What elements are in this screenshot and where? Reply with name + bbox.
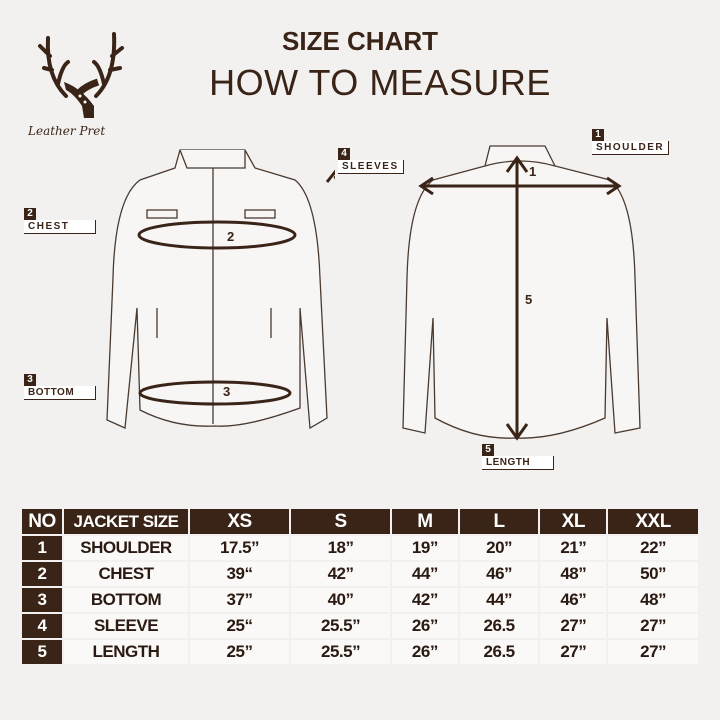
table-row: 3 BOTTOM 37” 40” 42” 44” 46” 48”: [22, 588, 698, 612]
brand-name: Leather Pret: [28, 124, 106, 138]
header-xl: XL: [540, 509, 607, 534]
label-text: SHOULDER: [592, 141, 670, 155]
size-value-cell: 42”: [392, 588, 458, 612]
row-measurement: SLEEVE: [64, 614, 188, 638]
size-value-cell: 26.5: [459, 614, 539, 638]
table-row: 1 SHOULDER 17.5” 18” 19” 20” 21” 22”: [22, 536, 698, 560]
size-value-cell: 25“: [190, 614, 290, 638]
marker-2: 2: [227, 229, 234, 244]
size-value-cell: 37”: [190, 588, 290, 612]
size-value-cell: 25.5”: [291, 640, 391, 664]
label-number: 5: [482, 444, 494, 456]
size-value-cell: 25”: [190, 640, 290, 664]
size-value-cell: 26”: [392, 614, 458, 638]
label-number: 2: [24, 208, 36, 220]
label-number: 3: [24, 374, 36, 386]
table-header-row: NO JACKET SIZE XS S M L XL XXL: [22, 509, 698, 534]
size-value-cell: 27”: [540, 614, 607, 638]
label-chest: 2 CHEST: [24, 208, 96, 234]
label-sleeves: 4 SLEEVES: [338, 148, 404, 174]
size-value-cell: 22”: [608, 536, 698, 560]
size-value-cell: 44”: [392, 562, 458, 586]
label-number: 1: [592, 129, 604, 141]
size-value-cell: 25.5”: [291, 614, 391, 638]
label-text: CHEST: [24, 220, 96, 234]
label-text: BOTTOM: [24, 386, 96, 400]
row-measurement: SHOULDER: [64, 536, 188, 560]
size-value-cell: 42”: [291, 562, 391, 586]
size-value-cell: 18”: [291, 536, 391, 560]
deer-logo-icon: [38, 32, 124, 118]
page-title: SIZE CHART: [282, 26, 438, 56]
size-value-cell: 26”: [392, 640, 458, 664]
row-number: 4: [22, 614, 62, 638]
size-value-cell: 27”: [608, 640, 698, 664]
row-number: 1: [22, 536, 62, 560]
header-l: L: [459, 509, 539, 534]
jacket-front-illustration: 2 3 4: [106, 149, 335, 430]
marker-5: 5: [525, 292, 532, 307]
size-value-cell: 19”: [392, 536, 458, 560]
size-value-cell: 21”: [540, 536, 607, 560]
row-number: 2: [22, 562, 62, 586]
size-value-cell: 48”: [540, 562, 607, 586]
marker-1: 1: [529, 164, 536, 179]
row-measurement: LENGTH: [64, 640, 188, 664]
page-subtitle: HOW TO MEASURE: [209, 62, 551, 103]
label-bottom: 3 BOTTOM: [24, 374, 96, 400]
size-value-cell: 27”: [540, 640, 607, 664]
row-number: 3: [22, 588, 62, 612]
label-shoulder: 1 SHOULDER: [592, 129, 670, 155]
size-value-cell: 17.5”: [190, 536, 290, 560]
header-xxl: XXL: [608, 509, 698, 534]
size-value-cell: 26.5: [459, 640, 539, 664]
header-no: NO: [22, 509, 62, 534]
header-jacket-size: JACKET SIZE: [64, 509, 188, 534]
size-value-cell: 27”: [608, 614, 698, 638]
label-text: LENGTH: [482, 456, 554, 470]
size-value-cell: 48”: [608, 588, 698, 612]
size-value-cell: 50”: [608, 562, 698, 586]
size-value-cell: 39“: [190, 562, 290, 586]
jacket-back-illustration: 1 5: [402, 145, 641, 441]
header-xs: XS: [190, 509, 290, 534]
header-m: M: [392, 509, 458, 534]
label-number: 4: [338, 148, 350, 160]
size-value-cell: 40”: [291, 588, 391, 612]
size-value-cell: 46”: [459, 562, 539, 586]
table-row: 5 LENGTH 25” 25.5” 26” 26.5 27” 27”: [22, 640, 698, 664]
table-row: 4 SLEEVE 25“ 25.5” 26” 26.5 27” 27”: [22, 614, 698, 638]
row-measurement: CHEST: [64, 562, 188, 586]
header-s: S: [291, 509, 391, 534]
size-table: NO JACKET SIZE XS S M L XL XXL 1 SHOULDER…: [20, 507, 700, 666]
label-length: 5 LENGTH: [482, 444, 554, 470]
size-value-cell: 46”: [540, 588, 607, 612]
size-value-cell: 20”: [459, 536, 539, 560]
table-row: 2 CHEST 39“ 42” 44” 46” 48” 50”: [22, 562, 698, 586]
row-measurement: BOTTOM: [64, 588, 188, 612]
marker-3: 3: [223, 384, 230, 399]
row-number: 5: [22, 640, 62, 664]
label-text: SLEEVES: [338, 160, 404, 174]
size-value-cell: 44”: [459, 588, 539, 612]
